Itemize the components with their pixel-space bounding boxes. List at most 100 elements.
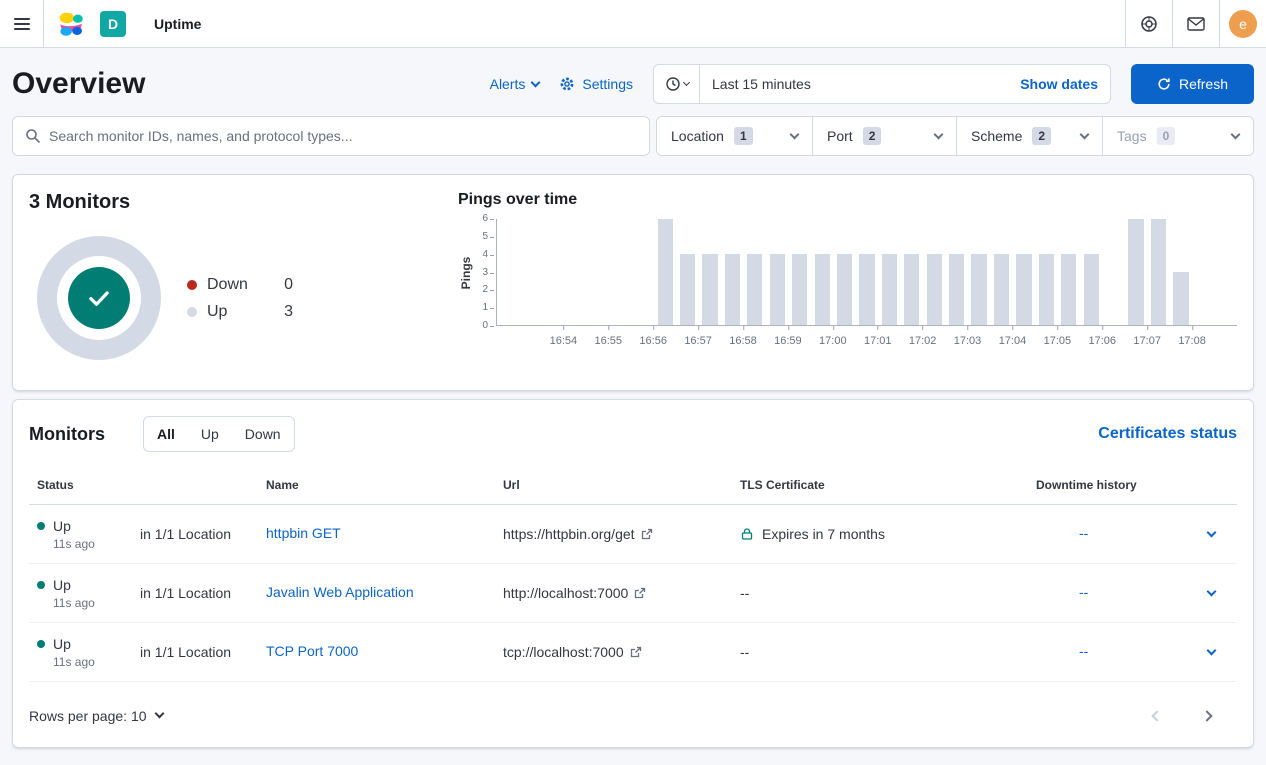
ping-bar: [836, 254, 853, 325]
menu-icon: [13, 15, 30, 33]
refresh-icon: [1158, 78, 1170, 90]
pagination-prev-button[interactable]: [1149, 704, 1165, 727]
search-icon: [26, 129, 41, 144]
x-tick-label: 17:03: [953, 326, 982, 347]
space-avatar[interactable]: D: [100, 10, 126, 37]
chevron-left-icon: [1151, 710, 1163, 722]
alerts-button[interactable]: Alerts: [490, 76, 541, 92]
certificates-status-link[interactable]: Certificates status: [1098, 425, 1237, 442]
status-label: Up: [53, 635, 71, 652]
downtime-value: --: [1079, 643, 1089, 659]
table-row: Up 11s ago in 1/1 Location httpbin GET h…: [29, 505, 1237, 564]
monitor-name-link[interactable]: httpbin GET: [266, 525, 341, 541]
search-input[interactable]: [49, 128, 637, 144]
monitor-url-link[interactable]: https://httpbin.org/get: [503, 526, 740, 542]
ping-bar: [881, 254, 898, 325]
pagination: [1149, 704, 1237, 727]
count-badge: 2: [1032, 127, 1052, 145]
elastic-logo[interactable]: [58, 11, 84, 37]
monitor-url-link[interactable]: http://localhost:7000: [503, 585, 740, 601]
chevron-right-icon: [1201, 710, 1213, 722]
legend-item-down: Down 0: [187, 276, 293, 294]
ping-bar: [1150, 219, 1167, 325]
down-dot-icon: [187, 279, 197, 290]
ping-bar: [971, 254, 987, 325]
pagination-next-button[interactable]: [1199, 704, 1215, 727]
x-tick-label: 17:01: [863, 326, 892, 347]
tab-down[interactable]: Down: [244, 426, 281, 442]
x-tick-label: 16:54: [549, 326, 578, 347]
ping-bar: [1083, 254, 1099, 325]
rows-per-page-button[interactable]: Rows per page: 10: [29, 708, 164, 724]
lock-icon: [741, 528, 753, 540]
external-link-icon: [630, 646, 641, 658]
x-tick-label: 17:06: [1088, 326, 1117, 347]
last-check-time: 11s ago: [53, 536, 95, 551]
page-title: Overview: [12, 67, 146, 100]
location-label: in 1/1 Location: [140, 644, 232, 660]
filter-scheme[interactable]: Scheme 2: [957, 117, 1103, 155]
status-up-dot: [37, 521, 45, 530]
chevron-down-icon: [1079, 129, 1090, 139]
pings-chart-xaxis: 16:54 16:55 16:56 16:57 16:58 16:59 17:00 17:01…: [496, 326, 1237, 354]
ping-bar: [747, 254, 763, 325]
monitor-name-link[interactable]: TCP Port 7000: [266, 643, 359, 659]
filter-port[interactable]: Port 2: [813, 117, 957, 155]
ping-bar: [904, 254, 920, 325]
expand-row-button[interactable]: [1197, 520, 1225, 548]
x-tick-label: 17:04: [998, 326, 1027, 347]
count-badge: 0: [1156, 127, 1176, 145]
tab-up[interactable]: Up: [200, 426, 219, 442]
count-badge: 2: [862, 127, 882, 145]
settings-button[interactable]: Settings: [559, 76, 633, 92]
expand-row-button[interactable]: [1197, 638, 1225, 666]
ping-bar: [949, 254, 965, 325]
y-tick-label: 2: [482, 284, 494, 296]
y-tick-label: 1: [482, 302, 494, 314]
snapshot-donut: [37, 236, 161, 360]
refresh-button[interactable]: Refresh: [1131, 64, 1254, 104]
count-badge: 1: [733, 127, 753, 145]
ping-bar: [657, 219, 673, 325]
x-tick-label: 17:00: [819, 326, 847, 347]
tls-expiry-label: Expires in 7 months: [762, 526, 885, 542]
ping-bar: [792, 254, 808, 325]
help-button[interactable]: [1125, 0, 1172, 47]
ping-bar: [926, 254, 942, 325]
monitor-url-link[interactable]: tcp://localhost:7000: [503, 644, 740, 660]
status-label: Up: [53, 576, 71, 593]
location-label: in 1/1 Location: [140, 526, 232, 542]
monitors-panel: Monitors All Up Down Certificates status…: [12, 399, 1254, 748]
ping-bar: [814, 254, 830, 325]
th-status: Status: [37, 478, 74, 492]
chevron-down-icon: [789, 129, 800, 139]
downtime-value: --: [1079, 584, 1089, 600]
tab-all[interactable]: All: [157, 426, 175, 442]
expand-row-button[interactable]: [1197, 579, 1225, 607]
monitor-name-link[interactable]: Javalin Web Application: [266, 584, 414, 600]
ping-bar: [769, 254, 785, 325]
show-dates-button[interactable]: Show dates: [1020, 76, 1098, 92]
x-tick-label: 17:08: [1178, 326, 1206, 347]
external-link-icon: [635, 587, 646, 599]
menu-button[interactable]: [0, 0, 44, 47]
table-row: Up 11s ago in 1/1 Location TCP Port 7000…: [29, 623, 1237, 682]
filter-tags[interactable]: Tags 0: [1103, 117, 1253, 155]
x-tick-label: 16:56: [639, 326, 667, 347]
external-link-icon: [641, 528, 652, 540]
location-label: in 1/1 Location: [140, 585, 232, 601]
chevron-down-icon: [530, 77, 541, 87]
filter-location[interactable]: Location 1: [657, 117, 813, 155]
pings-chart-yaxis: 0 1 2 3 4 5 6: [474, 214, 494, 331]
gear-icon: [561, 77, 574, 91]
x-tick-label: 17:05: [1043, 326, 1072, 347]
time-range-value[interactable]: Last 15 minutes: [712, 76, 811, 92]
user-menu-button[interactable]: e: [1219, 0, 1266, 47]
top-nav-bar: D Uptime e: [0, 0, 1266, 48]
breadcrumb[interactable]: Uptime: [154, 15, 202, 32]
check-icon: [89, 291, 109, 306]
ping-bar: [1038, 254, 1054, 325]
newsfeed-button[interactable]: [1172, 0, 1219, 47]
x-tick-label: 17:07: [1133, 326, 1161, 347]
quick-select-button[interactable]: [654, 65, 700, 103]
